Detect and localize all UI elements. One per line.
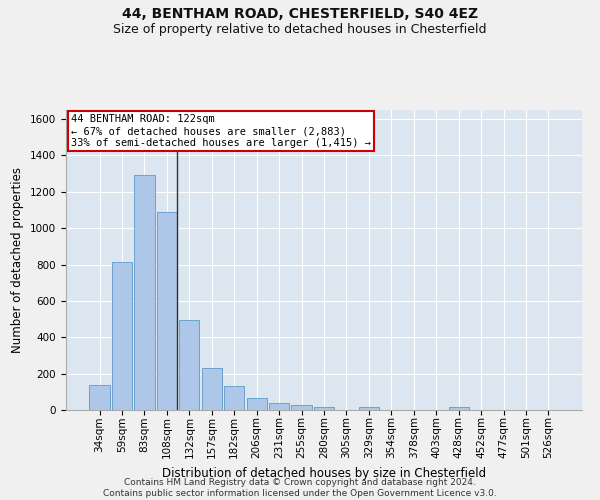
Bar: [157, 212, 177, 410]
Bar: [202, 368, 222, 410]
Bar: [449, 408, 469, 410]
Bar: [292, 406, 311, 410]
Bar: [247, 398, 267, 410]
Text: Contains HM Land Registry data © Crown copyright and database right 2024.
Contai: Contains HM Land Registry data © Crown c…: [103, 478, 497, 498]
Bar: [112, 262, 132, 410]
Bar: [314, 408, 334, 410]
Bar: [89, 384, 110, 410]
Text: 44 BENTHAM ROAD: 122sqm
← 67% of detached houses are smaller (2,883)
33% of semi: 44 BENTHAM ROAD: 122sqm ← 67% of detache…: [71, 114, 371, 148]
Text: Size of property relative to detached houses in Chesterfield: Size of property relative to detached ho…: [113, 22, 487, 36]
Bar: [224, 386, 244, 410]
Bar: [359, 408, 379, 410]
Bar: [179, 320, 199, 410]
Text: 44, BENTHAM ROAD, CHESTERFIELD, S40 4EZ: 44, BENTHAM ROAD, CHESTERFIELD, S40 4EZ: [122, 8, 478, 22]
X-axis label: Distribution of detached houses by size in Chesterfield: Distribution of detached houses by size …: [162, 466, 486, 479]
Bar: [269, 402, 289, 410]
Bar: [134, 174, 155, 410]
Y-axis label: Number of detached properties: Number of detached properties: [11, 167, 25, 353]
